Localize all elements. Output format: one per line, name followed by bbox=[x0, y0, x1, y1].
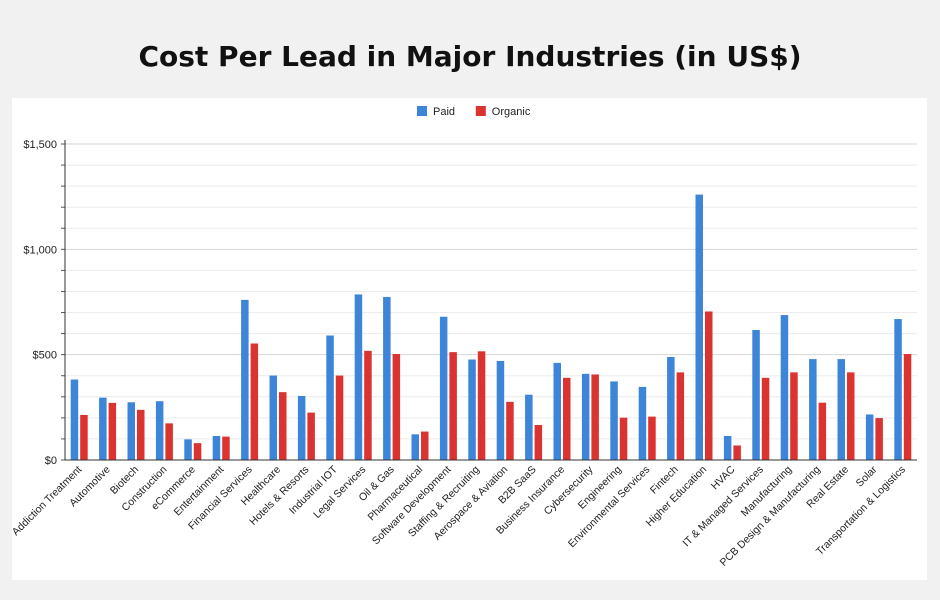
bar-paid bbox=[723, 435, 732, 460]
y-tick-label: $0 bbox=[45, 455, 57, 467]
bar-paid bbox=[70, 379, 79, 460]
bar-paid bbox=[581, 373, 590, 460]
chart-title: Cost Per Lead in Major Industries (in US… bbox=[138, 40, 802, 73]
bar-organic bbox=[222, 436, 230, 460]
legend-label-paid: Paid bbox=[433, 106, 455, 118]
bar-paid bbox=[695, 194, 703, 460]
bar-organic bbox=[449, 352, 457, 460]
x-tick-label: Solar bbox=[854, 463, 880, 489]
bar-organic bbox=[279, 392, 287, 460]
bar-paid bbox=[553, 362, 561, 460]
bar-organic bbox=[903, 354, 912, 460]
bar-organic bbox=[307, 412, 315, 460]
bar-organic bbox=[648, 416, 656, 460]
bar-organic bbox=[392, 354, 401, 460]
bar-paid bbox=[383, 296, 391, 460]
bar-paid bbox=[865, 414, 874, 460]
bar-paid bbox=[439, 316, 448, 460]
bar-organic bbox=[165, 423, 173, 460]
bar-organic bbox=[818, 402, 827, 460]
chart-panel: $0 $500 $1,000 $1,500 Addiction Treatment Aut… bbox=[10, 98, 927, 580]
bar-organic bbox=[250, 343, 259, 460]
bar-paid bbox=[297, 395, 306, 460]
bar-organic bbox=[761, 377, 770, 460]
bar-organic bbox=[875, 418, 883, 460]
bar-paid bbox=[99, 397, 107, 460]
bar-paid bbox=[411, 434, 419, 460]
bar-paid bbox=[752, 330, 760, 460]
bar-paid bbox=[610, 381, 618, 460]
bar-paid bbox=[809, 359, 817, 460]
bar-organic bbox=[733, 445, 741, 460]
bar-organic bbox=[534, 425, 543, 460]
bar-organic bbox=[847, 372, 855, 460]
bar-paid bbox=[184, 439, 192, 460]
bar-paid bbox=[638, 386, 647, 460]
bar-organic bbox=[790, 372, 798, 460]
bar-paid bbox=[496, 360, 505, 460]
bar-organic bbox=[676, 372, 685, 460]
bar-paid bbox=[127, 402, 135, 460]
bar-paid bbox=[354, 294, 363, 460]
bar-organic bbox=[137, 409, 145, 460]
bar-organic bbox=[619, 417, 628, 460]
bar-organic bbox=[705, 311, 713, 460]
bar-organic bbox=[591, 374, 599, 460]
bar-paid bbox=[326, 335, 334, 460]
bar-paid bbox=[894, 319, 902, 460]
bar-paid bbox=[780, 315, 789, 460]
bar-paid bbox=[525, 394, 533, 460]
y-tick-label: $1,500 bbox=[23, 139, 57, 151]
bar-organic bbox=[563, 377, 571, 460]
bar-organic bbox=[506, 401, 514, 460]
bar-paid bbox=[212, 435, 221, 460]
bar-paid bbox=[837, 359, 845, 460]
legend-label-organic: Organic bbox=[492, 106, 531, 118]
bar-organic bbox=[335, 375, 344, 460]
y-tick-label: $1,000 bbox=[23, 244, 57, 256]
bar-paid bbox=[155, 401, 164, 460]
legend-swatch-organic bbox=[475, 106, 486, 116]
bar-paid bbox=[241, 299, 249, 460]
bar-paid bbox=[468, 359, 476, 460]
bar-organic bbox=[193, 443, 202, 460]
bar-paid bbox=[269, 375, 277, 460]
bar-organic bbox=[80, 414, 88, 460]
y-tick-label: $500 bbox=[33, 350, 57, 362]
bar-organic bbox=[421, 431, 429, 460]
bar-organic bbox=[364, 350, 372, 460]
bar-organic bbox=[108, 402, 117, 460]
legend-swatch-paid bbox=[417, 106, 427, 116]
bar-organic bbox=[477, 351, 486, 460]
bar-paid bbox=[667, 356, 675, 460]
